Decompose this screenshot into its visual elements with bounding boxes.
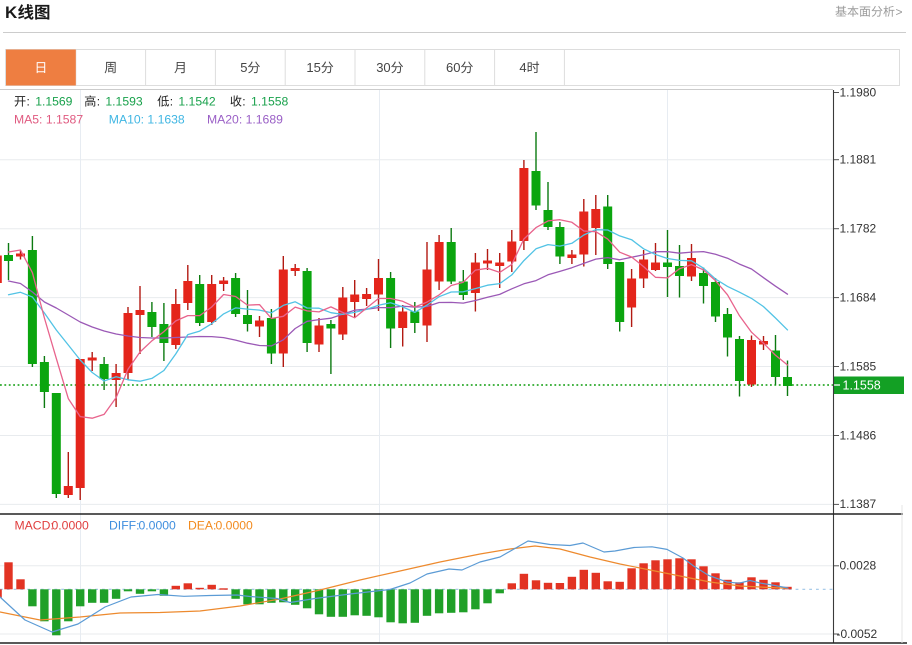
svg-text:5: 5	[240, 60, 247, 75]
svg-text:1: 1	[306, 60, 313, 75]
svg-text:0.0000: 0.0000	[216, 519, 253, 533]
svg-text:K: K	[5, 3, 18, 22]
svg-text:1.1881: 1.1881	[840, 153, 877, 167]
svg-text:3: 3	[376, 60, 383, 75]
svg-text:MACD:: MACD:	[15, 519, 54, 533]
svg-text:0: 0	[453, 60, 460, 75]
svg-text::: :	[170, 95, 173, 109]
svg-text:1.1542: 1.1542	[178, 95, 215, 109]
svg-text:MA10: 1.1638: MA10: 1.1638	[109, 112, 185, 126]
svg-text:>: >	[896, 5, 903, 19]
svg-text:MA20: 1.1689: MA20: 1.1689	[207, 112, 283, 126]
svg-text:1.1486: 1.1486	[840, 428, 877, 442]
svg-text:1.1980: 1.1980	[840, 85, 877, 99]
svg-text:0.0028: 0.0028	[840, 559, 877, 573]
svg-text:DIFF:: DIFF:	[109, 519, 139, 533]
svg-text:0.0000: 0.0000	[52, 519, 89, 533]
svg-text::: :	[27, 95, 30, 109]
svg-text:1.1782: 1.1782	[840, 222, 877, 236]
svg-text:MA5: 1.1587: MA5: 1.1587	[14, 112, 83, 126]
svg-text:1.1558: 1.1558	[843, 379, 881, 393]
svg-text:4: 4	[519, 60, 526, 75]
svg-text:1.1569: 1.1569	[35, 95, 72, 109]
svg-text:-0.0052: -0.0052	[837, 627, 878, 641]
svg-text:1.1558: 1.1558	[251, 95, 288, 109]
svg-text::: :	[242, 95, 245, 109]
svg-text:1.1585: 1.1585	[840, 359, 877, 373]
svg-text:0: 0	[383, 60, 390, 75]
svg-text:5: 5	[314, 60, 321, 75]
svg-text:1.1684: 1.1684	[840, 290, 877, 304]
svg-text:0.0000: 0.0000	[139, 519, 176, 533]
svg-text::: :	[97, 95, 100, 109]
svg-text:6: 6	[446, 60, 453, 75]
svg-text:DEA:: DEA:	[188, 519, 216, 533]
svg-text:1.1593: 1.1593	[105, 95, 142, 109]
svg-text:1.1387: 1.1387	[840, 497, 877, 511]
